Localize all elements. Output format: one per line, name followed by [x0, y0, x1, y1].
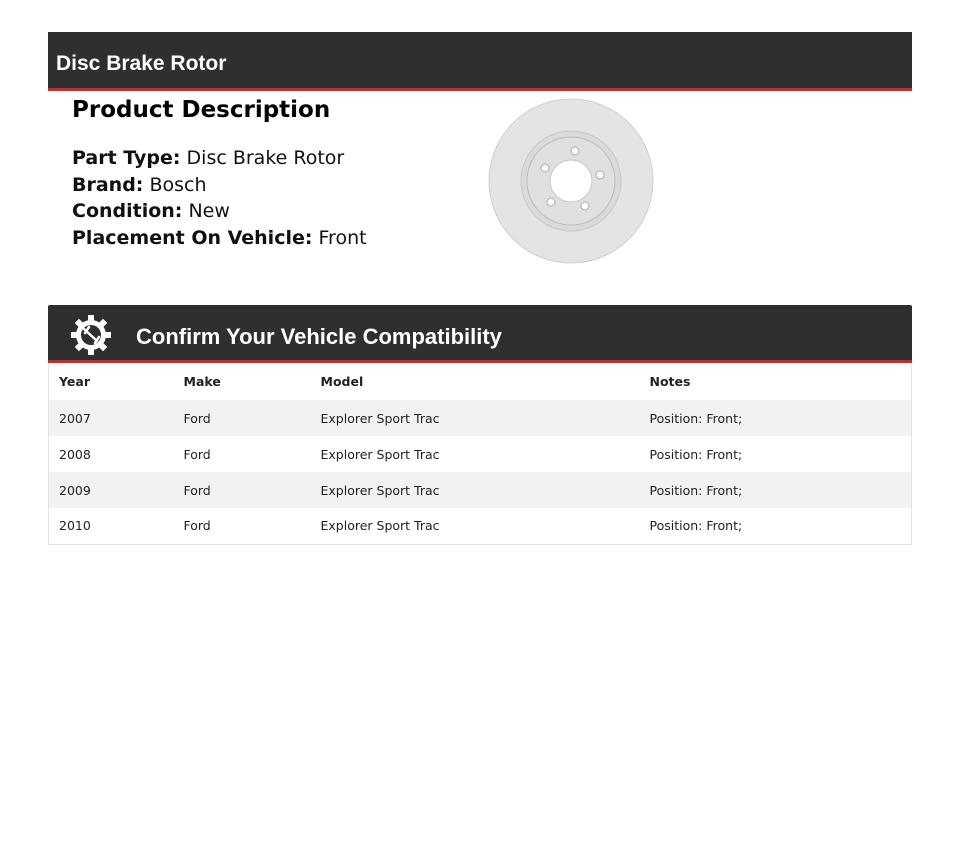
field-part-type: Part Type: Disc Brake Rotor: [72, 147, 345, 169]
table-header: Year Make Model Notes: [49, 363, 912, 400]
cell-year: 2009: [48, 472, 174, 508]
table-row: 2008 Ford Explorer Sport Trac Position: Fro…: [49, 436, 912, 472]
table-row: 2009 Ford Explorer Sport Trac Position: Fro…: [48, 472, 912, 508]
compatibility-table: Year Make Model Notes 2007 Ford Explorer S…: [48, 363, 912, 545]
cell-make: Ford: [173, 400, 311, 436]
cell-notes: Position: Front;: [639, 400, 912, 436]
compatibility-bar: Confirm Your Vehicle Compatibility: [48, 305, 912, 363]
disc-brake-rotor-image: [488, 98, 654, 264]
field-condition: Condition: New: [72, 200, 230, 222]
column-model: Model: [320, 374, 364, 389]
column-year: Year: [59, 374, 90, 389]
cell-model: Explorer Sport Trac: [310, 400, 640, 436]
page-title: Disc Brake Rotor: [56, 52, 227, 75]
title-bar: Disc Brake Rotor: [48, 32, 912, 91]
cell-year: 2008: [59, 446, 91, 462]
cell-model: Explorer Sport Trac: [320, 518, 440, 534]
product-description: Product Description Part Type: Disc Brak…: [72, 97, 367, 251]
field-placement: Placement On Vehicle: Front: [72, 226, 367, 249]
cell-make: Ford: [173, 472, 311, 508]
cell-make: Ford: [183, 518, 211, 534]
field-brand: Brand: Bosch: [72, 173, 207, 196]
cell-year: 2010: [59, 518, 91, 534]
table-row: 2007 Ford Explorer Sport Trac Position: Fro…: [48, 400, 912, 436]
compatibility-title: Confirm Your Vehicle Compatibility: [136, 324, 502, 349]
gear-wrench-icon: [71, 315, 111, 355]
cell-year: 2007: [48, 400, 174, 436]
column-notes: Notes: [649, 374, 691, 389]
cell-notes: Position: Front;: [649, 518, 743, 534]
cell-model: Explorer Sport Trac: [320, 446, 440, 462]
description-heading: Product Description: [72, 97, 331, 123]
cell-notes: Position: Front;: [649, 446, 743, 462]
cell-make: Ford: [183, 446, 211, 462]
column-make: Make: [183, 374, 221, 389]
table-row: 2010 Ford Explorer Sport Trac Position: Fro…: [49, 508, 912, 544]
cell-model: Explorer Sport Trac: [310, 472, 640, 508]
cell-notes: Position: Front;: [639, 472, 912, 508]
